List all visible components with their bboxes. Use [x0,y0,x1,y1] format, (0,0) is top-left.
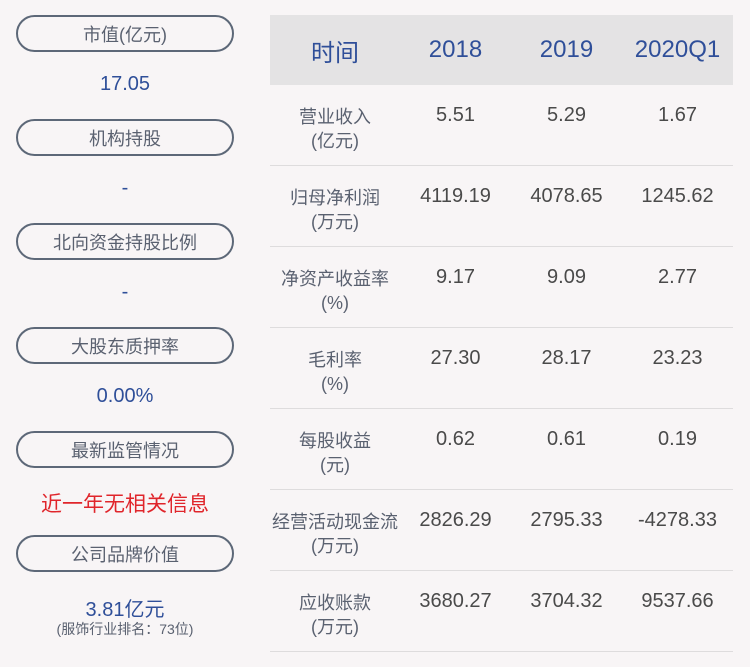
table-row-receivables: 应收账款 (万元) 3680.27 3704.32 9537.66 [270,571,733,652]
row-unit: (万元) [311,536,359,556]
cell-2018: 4119.19 [420,185,491,207]
cell-2018: 27.30 [430,347,481,369]
table-row-net-profit: 归母净利润 (万元) 4119.19 4078.65 1245.62 [270,166,733,247]
brand-value-value: 3.81亿元 [85,599,165,621]
cell-2020q1: 9537.66 [641,590,714,612]
row-unit: (万元) [311,617,359,637]
table-row-revenue: 营业收入 (亿元) 5.51 5.29 1.67 [270,85,733,166]
row-label: 应收账款 [299,593,371,613]
cell-2020q1: 1245.62 [641,185,714,207]
cell-2020q1: -4278.33 [638,509,717,531]
regulatory-status-label: 最新监管情况 [16,431,234,468]
header-period: 时间 [311,39,359,67]
cell-2019: 0.61 [547,428,586,450]
institutional-holding-value: - [121,177,129,199]
cell-2019: 9.09 [547,266,586,288]
header-2019: 2019 [539,36,594,63]
financial-table: 时间 2018 2019 2020Q1 营业收入 (亿元) 5.51 5.29 1… [270,15,733,652]
northbound-holding-value: - [121,281,129,303]
regulatory-status-value: 近一年无相关信息 [41,493,209,516]
row-unit: (元) [320,455,350,475]
pledge-ratio-value: 0.00% [96,385,154,407]
row-label: 经营活动现金流 [272,512,398,532]
cell-2019: 2795.33 [530,509,603,531]
table-row-operating-cash-flow: 经营活动现金流 (万元) 2826.29 2795.33 -4278.33 [270,490,733,571]
pledge-ratio-label: 大股东质押率 [16,327,234,364]
market-cap-value: 17.05 [99,73,151,95]
table-row-roe: 净资产收益率 (%) 9.17 9.09 2.77 [270,247,733,328]
row-unit: (亿元) [311,131,359,151]
cell-2020q1: 2.77 [658,266,697,288]
cell-2020q1: 1.67 [658,104,697,126]
row-unit: (%) [321,374,349,394]
row-label: 营业收入 [299,107,371,127]
row-label: 归母净利润 [290,188,380,208]
cell-2019: 4078.65 [530,185,603,207]
table-row-eps: 每股收益 (元) 0.62 0.61 0.19 [270,409,733,490]
cell-2018: 9.17 [436,266,475,288]
row-unit: (万元) [311,212,359,232]
brand-value-label: 公司品牌价值 [16,535,234,572]
cell-2018: 5.51 [436,104,475,126]
table-header: 时间 2018 2019 2020Q1 [270,15,733,85]
cell-2020q1: 23.23 [652,347,703,369]
header-2020q1: 2020Q1 [634,36,721,63]
row-label: 每股收益 [299,431,371,451]
cell-2019: 3704.32 [530,590,603,612]
header-2018: 2018 [428,36,483,63]
northbound-holding-label: 北向资金持股比例 [16,223,234,260]
cell-2019: 28.17 [541,347,592,369]
cell-2019: 5.29 [547,104,586,126]
cell-2018: 0.62 [436,428,475,450]
table-row-gross-margin: 毛利率 (%) 27.30 28.17 23.23 [270,328,733,409]
row-label: 毛利率 [308,350,362,370]
cell-2018: 3680.27 [419,590,492,612]
row-label: 净资产收益率 [281,269,389,289]
brand-value-rank-note: (服饰行业排名：73位) [56,621,194,637]
cell-2020q1: 0.19 [658,428,697,450]
institutional-holding-label: 机构持股 [16,119,234,156]
cell-2018: 2826.29 [419,509,492,531]
row-unit: (%) [321,293,349,313]
market-cap-label: 市值(亿元) [16,15,234,52]
